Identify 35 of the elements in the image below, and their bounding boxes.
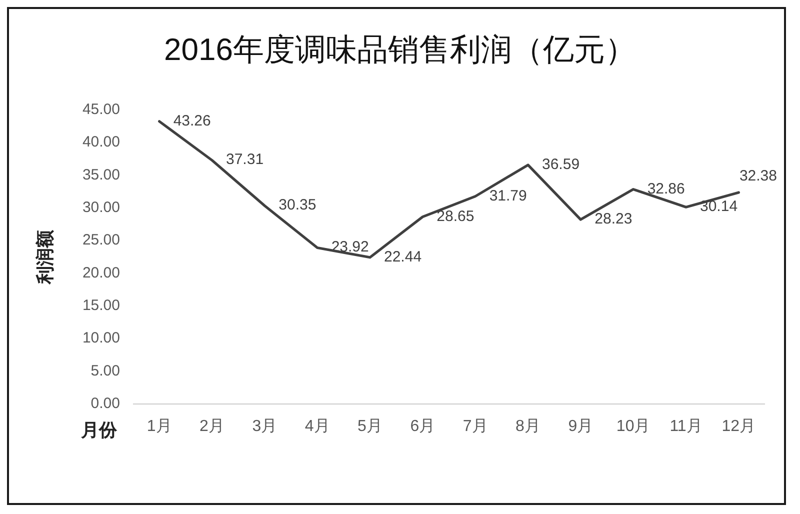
data-label: 37.31 xyxy=(226,151,264,168)
data-label: 30.35 xyxy=(278,196,316,214)
y-tick-label: 35.00 xyxy=(82,166,120,184)
y-tick-label: 15.00 xyxy=(82,296,120,314)
x-tick-label: 9月 xyxy=(568,418,594,436)
x-tick-label: 1月 xyxy=(146,418,172,436)
data-label: 32.86 xyxy=(647,180,685,198)
x-tick-label: 3月 xyxy=(252,418,278,436)
y-axis-title: 利润额 xyxy=(34,229,55,285)
y-tick-label: 30.00 xyxy=(82,198,120,216)
x-axis-title: 月份 xyxy=(80,420,118,440)
y-tick-label: 5.00 xyxy=(90,362,120,380)
x-tick-label: 11月 xyxy=(670,418,702,436)
x-tick-label: 8月 xyxy=(516,418,540,436)
data-label: 43.26 xyxy=(173,112,211,130)
y-tick-label: 25.00 xyxy=(82,232,120,249)
data-label: 22.44 xyxy=(384,248,422,266)
data-label: 28.65 xyxy=(436,208,474,225)
y-tick-label: 20.00 xyxy=(82,264,120,282)
x-tick-label: 7月 xyxy=(462,418,488,436)
data-label: 32.38 xyxy=(739,167,777,184)
x-tick-label: 5月 xyxy=(358,418,382,436)
x-tick-label: 4月 xyxy=(304,418,330,436)
data-label: 28.23 xyxy=(594,210,632,228)
y-tick-label: 45.00 xyxy=(82,100,120,118)
x-tick-label: 12月 xyxy=(722,418,756,436)
data-label: 31.79 xyxy=(489,187,527,204)
x-tick-label: 2月 xyxy=(200,418,224,436)
data-label: 36.59 xyxy=(542,156,580,173)
x-tick-label: 6月 xyxy=(410,418,436,436)
y-tick-label: 0.00 xyxy=(90,394,120,412)
chart-title: 2016年度调味品销售利润（亿元） xyxy=(164,32,636,68)
y-tick-label: 10.00 xyxy=(82,330,120,347)
y-tick-label: 40.00 xyxy=(82,134,120,151)
x-tick-label: 10月 xyxy=(616,418,650,436)
